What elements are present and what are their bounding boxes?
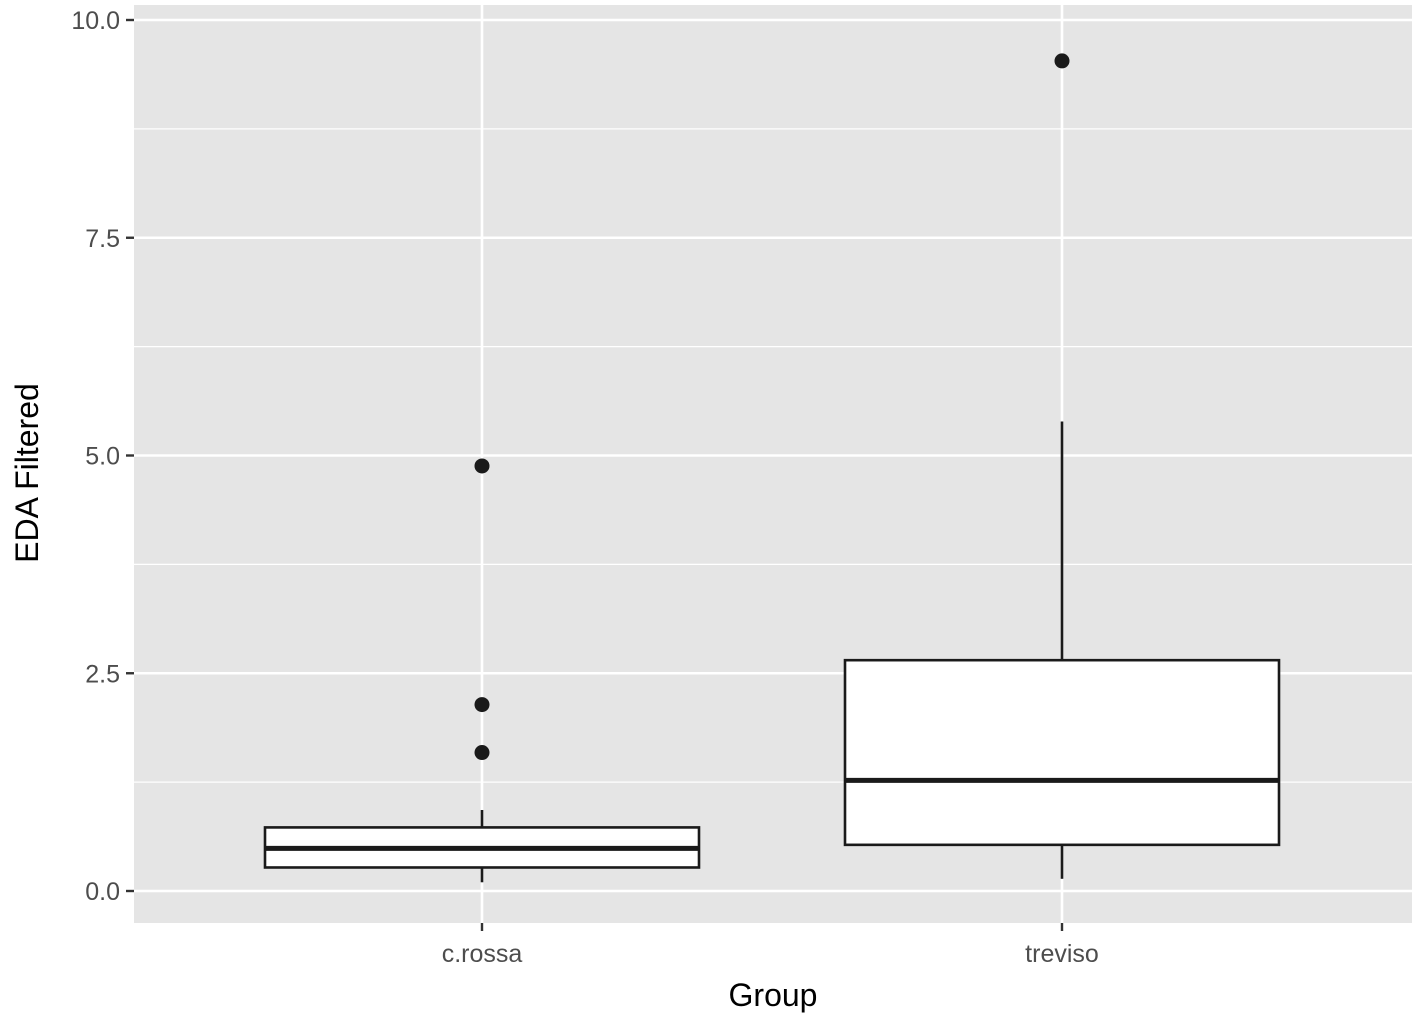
y-tick-label: 0.0 [85,878,120,906]
y-axis: 0.0 2.5 5.0 7.5 10.0 [71,7,134,906]
y-tick-label: 5.0 [85,443,120,471]
x-tick-label: treviso [1025,940,1099,968]
outlier-point-c.rossa [474,458,490,474]
y-tick-label: 7.5 [85,225,120,253]
y-tick-label: 10.0 [71,7,120,35]
x-axis-title: Group [729,977,818,1013]
y-tick-label: 2.5 [85,660,120,688]
outlier-point-treviso [1054,53,1070,69]
outlier-point-c.rossa [474,745,490,761]
x-axis: c.rossa treviso [442,923,1099,968]
outlier-point-c.rossa [474,697,490,713]
x-tick-label: c.rossa [442,940,523,968]
boxes [263,53,1281,883]
box-treviso [843,658,1281,847]
y-axis-title: EDA Filtered [9,383,45,563]
